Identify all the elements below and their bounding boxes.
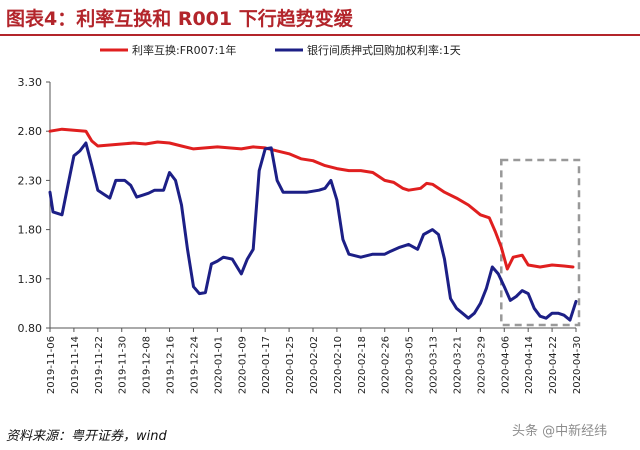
x-tick-label: 2020-02-02 (309, 336, 320, 394)
y-tick-label: 2.80 (18, 125, 43, 138)
x-tick-label: 2020-02-18 (357, 336, 368, 394)
x-tick-label: 2019-11-30 (118, 336, 129, 394)
watermark: 头条 @中新经纬 (512, 424, 608, 439)
series-line-2 (48, 141, 578, 322)
x-tick-label: 2020-03-05 (405, 336, 416, 394)
y-tick-label: 1.80 (18, 224, 43, 237)
y-tick-label: 0.80 (18, 322, 43, 335)
x-tick-label: 2020-01-25 (285, 336, 296, 394)
title-bar: 图表4：利率互换和 R001 下行趋势变缓 (0, 0, 640, 36)
x-tick-label: 2019-11-14 (70, 336, 81, 394)
x-tick-label: 2020-03-29 (476, 336, 487, 394)
highlight-group (500, 158, 581, 327)
x-tick-label: 2019-12-08 (142, 336, 153, 394)
x-tick-label: 2020-04-06 (500, 336, 511, 394)
source-note: 资料来源：粤开证券，wind (6, 429, 167, 444)
legend-label-2: 银行间质押式回购加权利率:1天 (307, 43, 461, 57)
x-tick-label: 2020-02-10 (333, 336, 344, 394)
legend: 利率互换:FR007:1年 银行间质押式回购加权利率:1天 (100, 43, 461, 57)
y-tick-label: 1.30 (18, 273, 43, 286)
x-tick-label: 2020-01-01 (213, 336, 224, 394)
x-tick-label: 2020-01-17 (261, 336, 272, 394)
x-tick-label: 2020-03-21 (452, 336, 463, 394)
x-tick-label: 2019-12-24 (189, 336, 200, 394)
x-tick-label: 2020-04-30 (572, 336, 583, 394)
x-tick-label: 2019-11-06 (46, 336, 57, 394)
y-tick-label: 3.30 (18, 76, 43, 89)
x-tick-label: 2020-02-26 (381, 336, 392, 394)
x-tick-label: 2020-04-22 (548, 336, 559, 394)
series-layer (48, 127, 578, 322)
y-tick-label: 2.30 (18, 174, 43, 187)
x-tick-label: 2019-11-22 (94, 336, 105, 394)
chart-title: 图表4：利率互换和 R001 下行趋势变缓 (6, 8, 353, 30)
highlight-box (500, 158, 581, 327)
series-line-1 (48, 127, 575, 271)
x-tick-label: 2020-04-14 (524, 336, 535, 394)
x-tick-label: 2019-12-16 (166, 336, 177, 394)
x-tick-label: 2020-01-09 (237, 336, 248, 394)
legend-label-1: 利率互换:FR007:1年 (132, 43, 236, 57)
x-tick-label: 2020-03-13 (429, 336, 440, 394)
